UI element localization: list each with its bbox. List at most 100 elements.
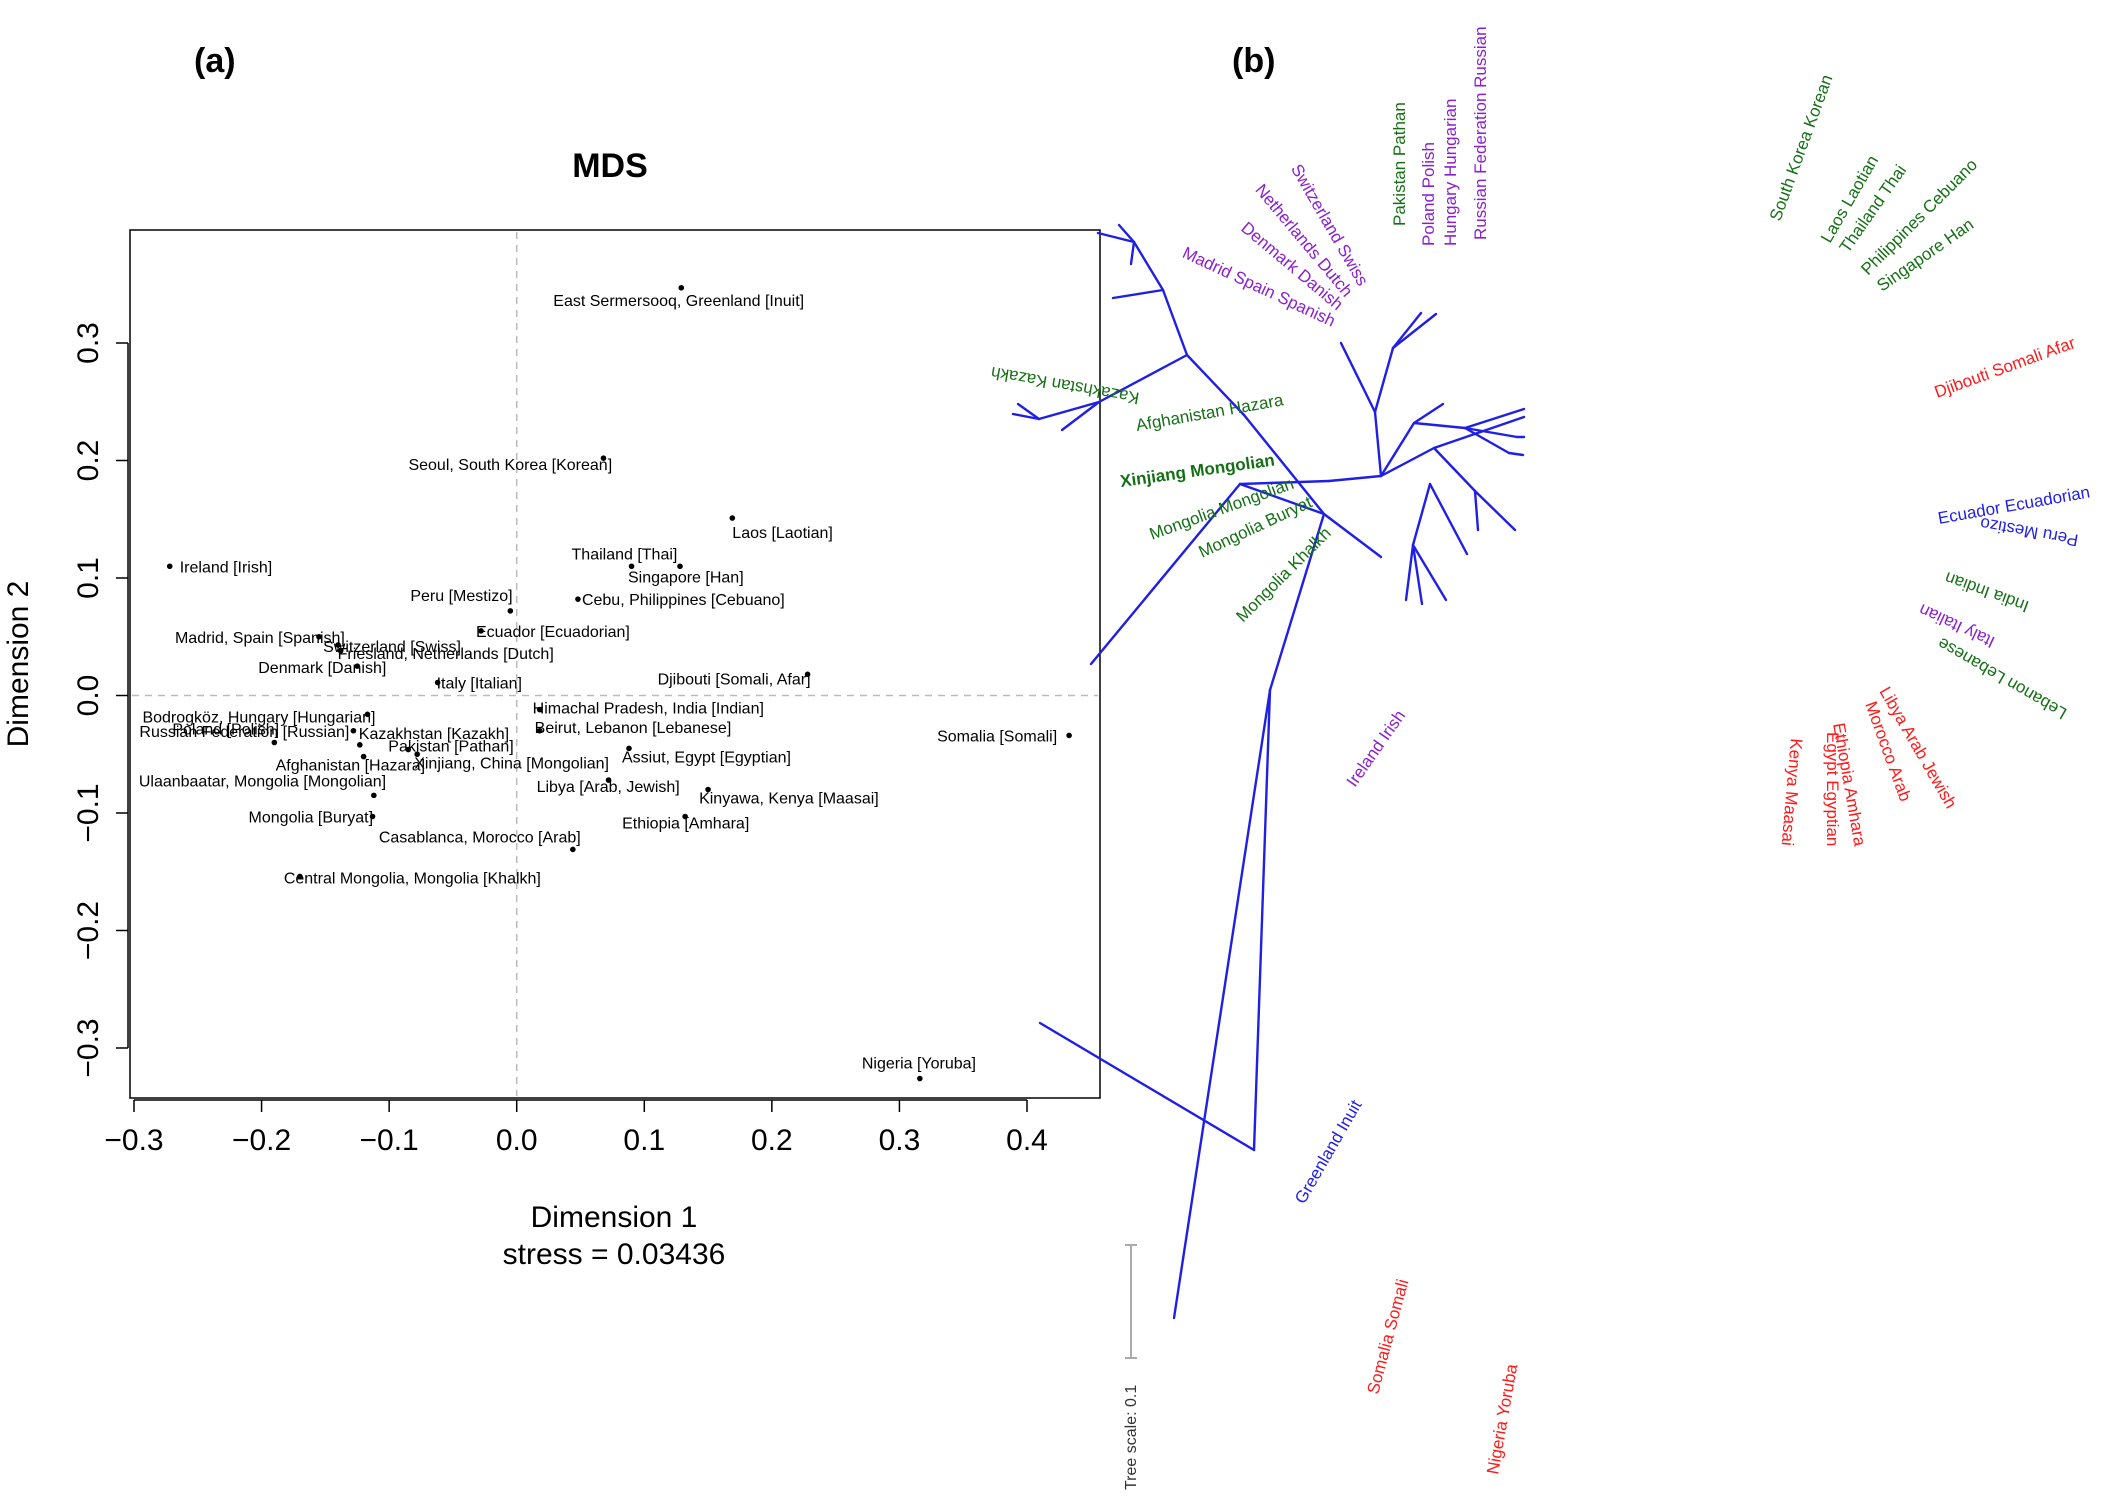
tree-tip-label: Somalia Somali [1364, 1277, 1413, 1396]
tree-tip-label: South Korea Korean [1766, 72, 1837, 223]
data-point-label: Peru [Mestizo] [410, 588, 512, 605]
data-point [271, 739, 278, 746]
data-point-label: Beirut, Lebanon [Lebanese] [535, 720, 732, 737]
data-point-label: Singapore [Han] [628, 569, 744, 586]
tree-branch [1089, 482, 1242, 666]
data-point [405, 746, 412, 753]
data-point [677, 563, 683, 570]
data-point-label: Ecuador [Ecuadorian] [476, 624, 630, 641]
tree-branch [1507, 451, 1525, 457]
x-axis: −0.3 −0.2 −0.1 0.0 0.1 0.2 0.3 0.4 [104, 1099, 1048, 1157]
data-point [917, 1075, 923, 1082]
tree-branch [1404, 543, 1415, 602]
data-point-label: Somalia [Somali] [937, 728, 1057, 745]
tree-branch [1117, 223, 1136, 244]
tree-branch [1391, 312, 1438, 350]
y-tick-label: 0.3 [72, 322, 105, 364]
tree-branch [1473, 489, 1480, 532]
tree-tip-label: Nigeria Yoruba [1483, 1362, 1521, 1476]
data-point-label: Himachal Pradesh, India [Indian] [533, 701, 764, 718]
data-point-label: Ulaanbaatar, Mongolia [Mongolian] [139, 773, 386, 790]
data-point [1066, 732, 1072, 739]
data-point-label: Thailand [Thai] [572, 546, 678, 563]
tree-branch [1373, 346, 1395, 414]
tree-branches [1011, 223, 1526, 1320]
data-point-label: Cebu, Philippines [Cebuano] [582, 592, 785, 609]
tree-branch [1412, 421, 1467, 430]
tree-tip-label: Afghanistan Hazara [1134, 390, 1285, 435]
tree-branch [1473, 489, 1517, 532]
tree-tip-label: Kenya Maasai [1778, 738, 1806, 847]
tree-branch [1132, 240, 1165, 292]
tree-branch [1432, 446, 1477, 493]
tree-branch [1322, 512, 1383, 559]
data-point [729, 515, 736, 521]
x-tick-label: 0.3 [879, 1124, 921, 1157]
tree-branch [1463, 407, 1526, 430]
data-point [575, 596, 581, 602]
y-tick-label: −0.2 [72, 901, 105, 960]
tree-branch [1411, 482, 1432, 547]
tree-branch [1037, 400, 1101, 421]
x-axis-label: Dimension 1 [531, 1201, 698, 1234]
data-point-label: Russian Federation [Russian] [139, 724, 349, 741]
tree-branch [1339, 341, 1377, 414]
tree-tip-label: Russian Federation Russian [1471, 26, 1490, 240]
tree-branch [1060, 400, 1101, 432]
data-point [337, 648, 344, 654]
data-point [434, 679, 441, 686]
data-point [536, 727, 543, 734]
tree-branch [1432, 415, 1526, 450]
tree-branch [1379, 421, 1416, 478]
tree-tip-label: Xinjiang Mongolian [1119, 450, 1276, 491]
data-point-label: Friesland, Netherlands [Dutch] [338, 646, 554, 663]
tree-branch [1172, 688, 1272, 1320]
tree-tip-label: Kazakhstan Kazakh [989, 363, 1140, 408]
y-tick-label: −0.1 [72, 783, 105, 842]
data-point [357, 742, 363, 748]
tree-branch [1185, 353, 1246, 417]
tree-branch [1463, 426, 1519, 439]
stress-label: stress = 0.03436 [503, 1238, 726, 1271]
tree-branch [1242, 413, 1326, 516]
tree-tip-label: Lebanon Lebanese [1934, 634, 2070, 723]
data-point [166, 563, 173, 570]
tree-branch [1412, 402, 1445, 425]
tree-branch [1097, 353, 1189, 404]
data-point-label: Central Mongolia, Mongolia [Khalkh] [284, 870, 541, 887]
data-point-label: Afghanistan [Hazara] [276, 758, 425, 775]
data-point-label: Assiut, Egypt [Egyptian] [622, 749, 791, 766]
y-tick-label: 0.2 [72, 440, 105, 482]
data-point [804, 671, 811, 678]
x-tick-label: 0.2 [751, 1124, 793, 1157]
data-point-label: Poland [Polish] [172, 722, 279, 739]
tree-scale-label: Tree scale: 0.1 [1123, 1385, 1140, 1490]
tree-branch [1238, 482, 1326, 516]
data-point-label: Kinyawa, Kenya [Maasai] [699, 791, 879, 808]
data-point-label: Pakistan [Pathan] [388, 739, 513, 756]
data-point-label: Libya [Arab, Jewish] [537, 779, 680, 796]
tree-branch [1111, 288, 1165, 300]
tree-tip-label: Hungary Hungarian [1441, 99, 1460, 246]
data-point-label: Denmark [Danish] [258, 660, 386, 677]
data-point-label: Nigeria [Yoruba] [862, 1056, 976, 1073]
phylogenetic-tree: Russian Federation Russian Hungary Hungar… [989, 26, 2091, 1490]
data-point-label: Djibouti [Somali, Afar] [658, 671, 811, 688]
data-point [678, 284, 685, 291]
data-point [605, 777, 612, 783]
tree-branch [1327, 474, 1383, 483]
tree-branch [1463, 426, 1511, 455]
tree-branch [1411, 543, 1424, 606]
tree-tip-label: Djibouti Somali Afar [1932, 333, 2078, 402]
y-tick-label: −0.3 [72, 1018, 105, 1077]
data-point [297, 873, 303, 880]
data-point-label: Casablanca, Morocco [Arab] [379, 829, 581, 846]
tree-branch [1373, 410, 1383, 478]
tree-branch [1268, 512, 1326, 692]
tree-tip-label: Greenland Inuit [1291, 1097, 1366, 1207]
tree-tip-label: India Indian [1942, 568, 2031, 616]
x-tick-label: −0.1 [360, 1124, 419, 1157]
tree-tip-label: Pakistan Pathan [1390, 102, 1409, 226]
plot-frame [129, 229, 1101, 1099]
